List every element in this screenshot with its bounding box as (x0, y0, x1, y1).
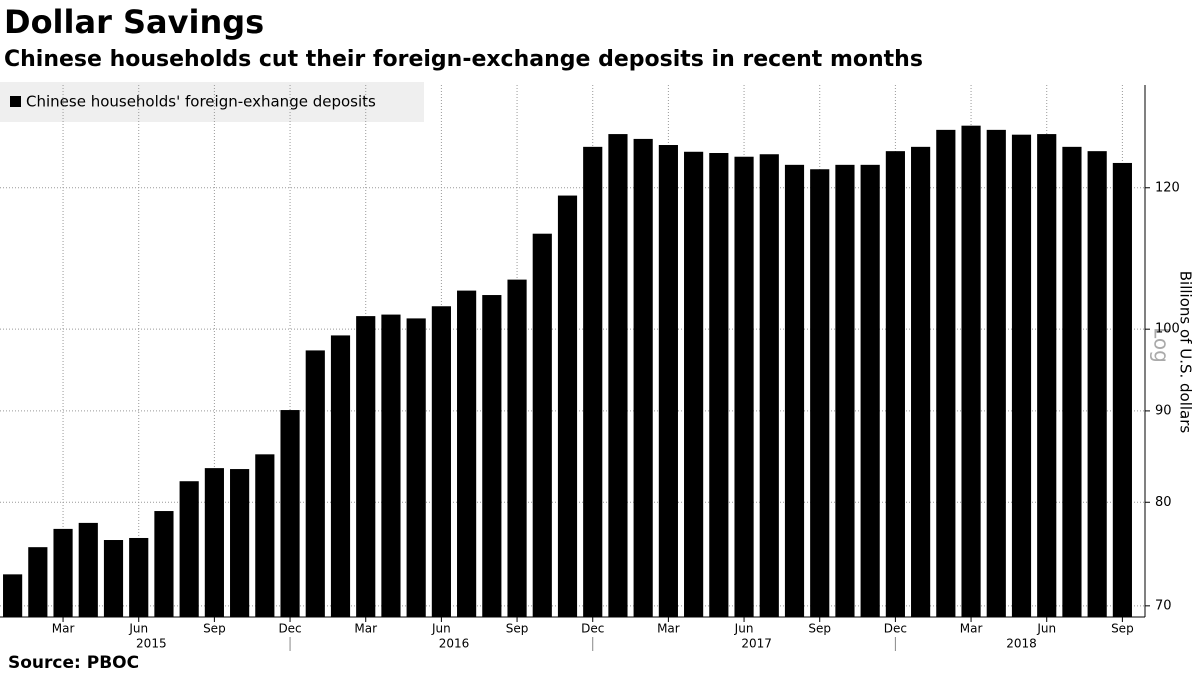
legend-box (0, 82, 424, 122)
y-axis-label: Billions of U.S. dollars (1177, 271, 1195, 434)
bar (734, 156, 754, 617)
legend-label: Chinese households' foreign-exhange depo… (26, 93, 376, 111)
x-tick-label: Mar (354, 622, 377, 636)
x-tick-label: Jun (128, 622, 148, 636)
y-tick-label: 120 (1155, 180, 1180, 195)
bar (557, 195, 578, 617)
x-tick-label: Jun (431, 622, 451, 636)
bar (1037, 134, 1057, 617)
x-tick-label: Sep (506, 622, 529, 636)
bar (507, 279, 527, 617)
bar (860, 164, 880, 617)
x-tick-label: Dec (581, 622, 604, 636)
chart-subtitle: Chinese households cut their foreign-exc… (4, 47, 923, 72)
x-tick-label: Sep (203, 622, 226, 636)
bar (204, 468, 224, 617)
y-tick-label: 80 (1155, 495, 1172, 510)
bar (53, 528, 73, 617)
bar (810, 169, 830, 617)
bar (759, 154, 779, 617)
bar (608, 134, 628, 617)
chart-title: Dollar Savings (4, 3, 264, 41)
year-label: 2016 (439, 637, 470, 651)
bar (784, 164, 805, 617)
bar (154, 511, 174, 617)
bar (179, 481, 199, 617)
bar (457, 290, 477, 617)
x-tick-label: Sep (1111, 622, 1134, 636)
bar (28, 547, 48, 617)
bar (986, 129, 1006, 617)
bar (280, 410, 300, 617)
bar (633, 138, 653, 617)
bar (230, 469, 250, 617)
bar (431, 306, 451, 617)
bar (936, 129, 956, 617)
bar (406, 318, 426, 617)
bar (709, 153, 729, 617)
bar (103, 540, 124, 617)
y-tick-label: 100 (1155, 322, 1180, 337)
bar (356, 316, 376, 617)
x-tick-label: Mar (657, 622, 680, 636)
x-tick-label: Jun (1036, 622, 1056, 636)
year-label: 2015 (136, 637, 167, 651)
bar (78, 522, 98, 617)
bar (129, 537, 149, 617)
bar (482, 295, 502, 617)
bar (835, 164, 855, 617)
bar (255, 454, 275, 617)
bar (381, 314, 401, 617)
bar (1112, 162, 1132, 617)
bar (658, 145, 678, 617)
y-tick-label: 90 (1155, 403, 1172, 418)
year-label: 2018 (1006, 637, 1037, 651)
bar (1011, 134, 1032, 617)
x-tick-label: Sep (808, 622, 831, 636)
x-tick-label: Mar (52, 622, 75, 636)
bar (684, 151, 704, 617)
bar (330, 335, 351, 617)
y-tick-label: 70 (1155, 598, 1172, 613)
bar (583, 146, 603, 617)
x-tick-label: Jun (734, 622, 754, 636)
year-label: 2017 (741, 637, 772, 651)
bar (911, 146, 931, 617)
x-tick-label: Dec (278, 622, 301, 636)
scale-note: Log (1150, 327, 1174, 363)
bar (3, 574, 23, 617)
bar (305, 350, 325, 617)
bar (885, 151, 905, 617)
bar (961, 125, 981, 617)
bar (532, 233, 552, 617)
bar (1087, 151, 1107, 617)
x-tick-label: Dec (884, 622, 907, 636)
x-tick-label: Mar (960, 622, 983, 636)
bar (1062, 146, 1082, 617)
source: Source: PBOC (8, 653, 139, 673)
legend-swatch (10, 96, 21, 107)
